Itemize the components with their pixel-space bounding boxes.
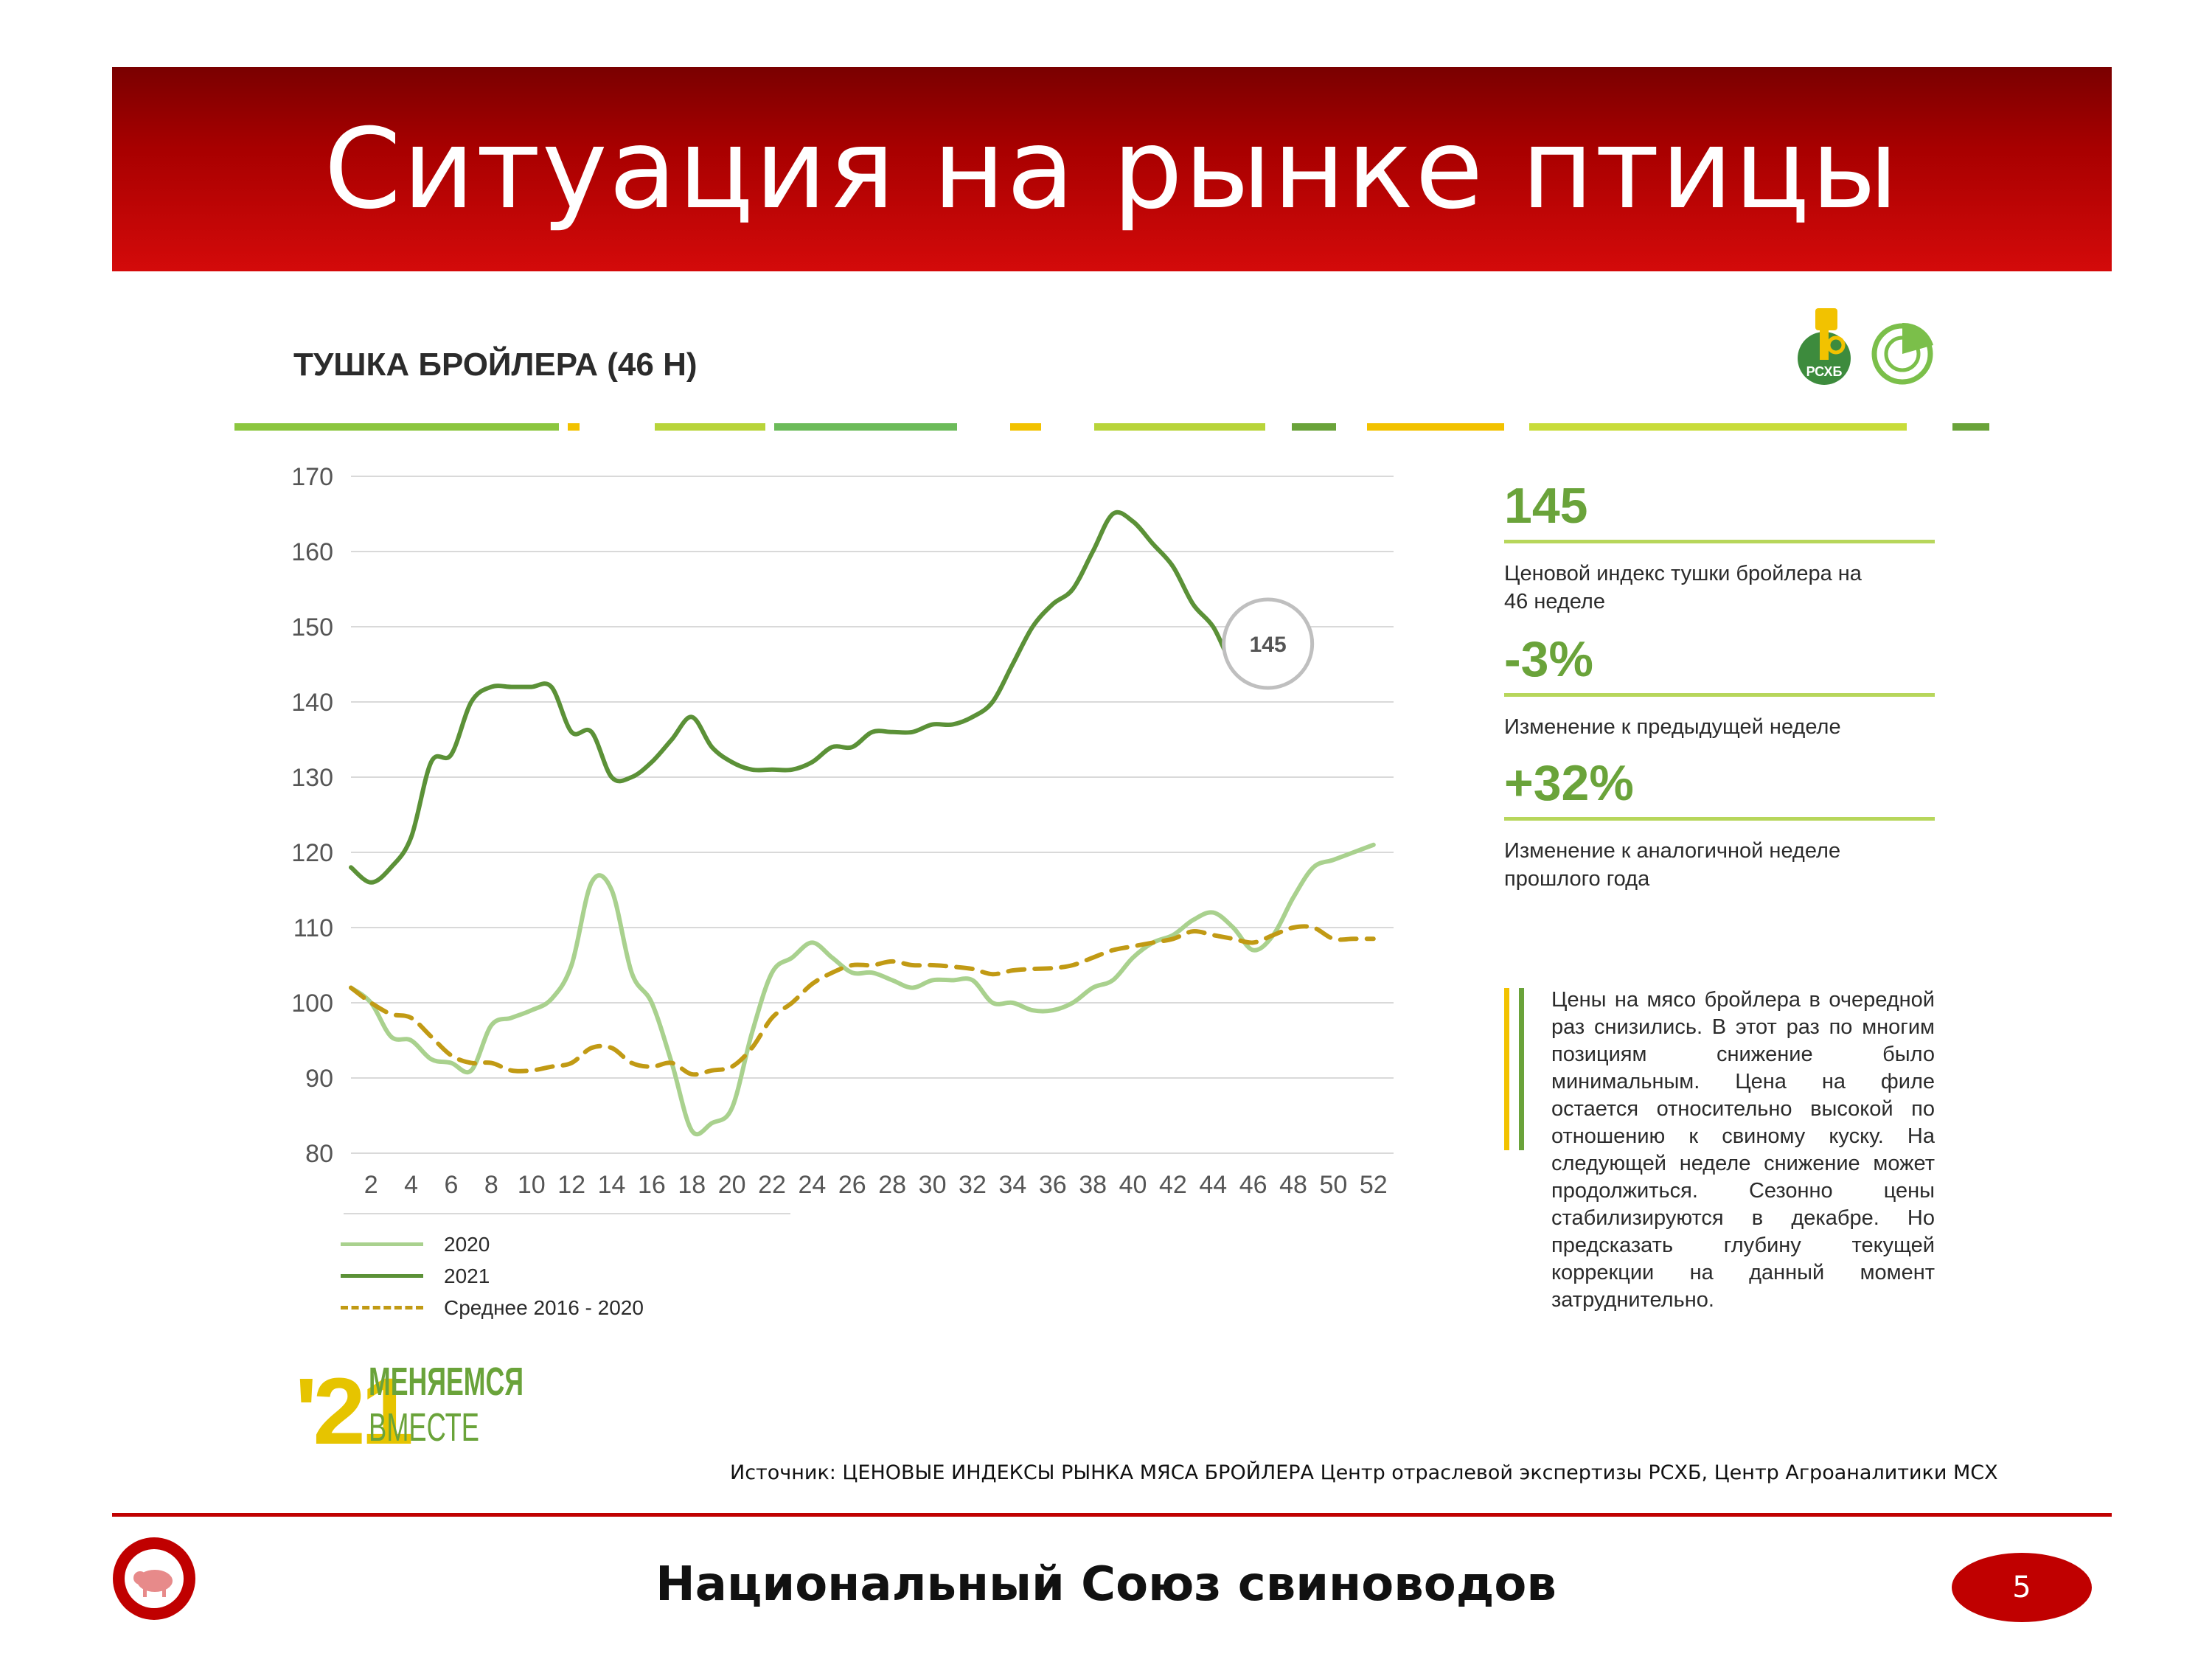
x-tick-label: 4 <box>404 1171 418 1199</box>
slide-title: Ситуация на рынке птицы <box>324 105 1900 234</box>
legend-swatch-2020 <box>341 1242 423 1246</box>
kpi-value: +32% <box>1504 755 1634 811</box>
page-number-badge: 5 <box>1952 1553 2092 1622</box>
footer-organization: Национальный Союз свиноводов <box>655 1557 1557 1612</box>
pig-union-logo-icon <box>113 1537 195 1620</box>
svg-text:РСХБ: РСХБ <box>1806 364 1843 379</box>
slogan-line2: ВМЕСТЕ <box>369 1405 479 1450</box>
x-tick-label: 48 <box>1279 1171 1307 1199</box>
x-tick-label: 12 <box>557 1171 585 1199</box>
x-tick-label: 26 <box>838 1171 866 1199</box>
commentary-text: Цены на мясо бройлера в очередной раз сн… <box>1551 988 1935 1312</box>
x-tick-label: 52 <box>1360 1171 1388 1199</box>
y-tick-label: 120 <box>291 839 333 867</box>
annotation-bubble <box>1222 597 1315 690</box>
commentary-accent-bars <box>1504 988 1524 1150</box>
x-tick-label: 38 <box>1079 1171 1107 1199</box>
series-line-2021 <box>349 509 1256 885</box>
kpi-value: 145 <box>1504 478 1588 534</box>
source-note: Источник: ЦЕНОВЫЕ ИНДЕКСЫ РЫНКА МЯСА БРО… <box>730 1461 1998 1484</box>
x-axis-ticks: 2 4 6 8 10 12 14 16 18 20 22 24 26 28 30 32 34 36 38 40 42 44… <box>364 1171 1388 1199</box>
x-tick-label: 10 <box>518 1171 546 1199</box>
x-tick-label: 8 <box>484 1171 498 1199</box>
x-tick-label: 50 <box>1320 1171 1348 1199</box>
kpi-value: -3% <box>1504 631 1593 687</box>
slogan-logo: '21 МЕНЯЕМСЯ ВМЕСТЕ <box>295 1359 524 1450</box>
kpi-divider <box>1504 693 1935 697</box>
y-tick-label: 90 <box>305 1065 333 1093</box>
page-number: 5 <box>2012 1571 2031 1604</box>
kpi-divider <box>1504 817 1935 821</box>
x-tick-label: 42 <box>1159 1171 1187 1199</box>
x-tick-label: 14 <box>598 1171 626 1199</box>
kpi-divider <box>1504 540 1935 543</box>
kpi-label: Изменение к аналогичной неделе прошлого … <box>1504 839 1841 891</box>
legend-label: 2021 <box>444 1264 490 1287</box>
x-tick-label: 30 <box>919 1171 947 1199</box>
series-line-average <box>349 924 1376 1077</box>
kpi-current-index: 145 Ценовой индекс тушки бройлера на 46 … <box>1504 481 1939 616</box>
x-tick-label: 2 <box>364 1171 378 1199</box>
legend-item-average: Среднее 2016 - 2020 <box>341 1292 644 1324</box>
chart-annotations: 145 <box>1222 597 1315 690</box>
x-tick-label: 28 <box>878 1171 906 1199</box>
chart-heading: ТУШКА БРОЙЛЕРА (46 Н) <box>293 347 698 383</box>
x-tick-label: 32 <box>959 1171 987 1199</box>
y-tick-label: 110 <box>293 914 333 942</box>
y-axis-ticks: 80 90 100 110 120 130 140 150 160 170 <box>291 463 333 1168</box>
chart-series <box>349 509 1376 1137</box>
legend-swatch-average <box>341 1306 423 1310</box>
kpi-label: Ценовой индекс тушки бройлера на 46 неде… <box>1504 562 1862 613</box>
kpi-label: Изменение к предыдущей неделе <box>1504 715 1841 739</box>
kpi-week-change: -3% Изменение к предыдущей неделе <box>1504 634 1939 741</box>
annotation-label: 145 <box>1250 633 1287 657</box>
y-tick-label: 100 <box>291 990 333 1018</box>
x-tick-label: 40 <box>1119 1171 1147 1199</box>
y-tick-label: 140 <box>291 689 333 717</box>
slogan-year: '21 <box>295 1359 411 1450</box>
x-tick-label: 24 <box>799 1171 827 1199</box>
y-tick-label: 170 <box>291 463 333 491</box>
x-tick-label: 18 <box>678 1171 706 1199</box>
x-tick-label: 36 <box>1039 1171 1067 1199</box>
x-tick-label: 46 <box>1239 1171 1267 1199</box>
rskhb-logo-icon: РСХБ <box>1798 308 1851 385</box>
legend-label: 2020 <box>444 1232 490 1256</box>
legend-item-2020: 2020 <box>341 1228 644 1260</box>
x-tick-label: 16 <box>638 1171 666 1199</box>
x-tick-label: 34 <box>998 1171 1026 1199</box>
x-tick-label: 6 <box>445 1171 459 1199</box>
y-tick-label: 160 <box>291 538 333 566</box>
agroanalytics-logo-icon <box>1871 322 1933 385</box>
footer-divider <box>112 1513 2112 1517</box>
slogan-line1: МЕНЯЕМСЯ <box>369 1360 524 1404</box>
y-tick-label: 130 <box>291 764 333 792</box>
series-line-2020 <box>349 842 1376 1137</box>
kpi-year-change: +32% Изменение к аналогичной неделе прош… <box>1504 758 1939 893</box>
chart-grid <box>344 476 1394 1214</box>
x-tick-label: 22 <box>758 1171 786 1199</box>
title-banner: Ситуация на рынке птицы <box>112 67 2112 271</box>
legend-item-2021: 2021 <box>341 1260 644 1292</box>
x-tick-label: 20 <box>718 1171 746 1199</box>
x-tick-label: 44 <box>1199 1171 1227 1199</box>
y-tick-label: 80 <box>305 1140 333 1168</box>
decorative-stripe <box>234 423 1989 431</box>
y-tick-label: 150 <box>291 613 333 641</box>
legend-swatch-2021 <box>341 1274 423 1278</box>
legend-label: Среднее 2016 - 2020 <box>444 1295 644 1319</box>
chart-legend: 2020 2021 Среднее 2016 - 2020 <box>341 1228 644 1324</box>
